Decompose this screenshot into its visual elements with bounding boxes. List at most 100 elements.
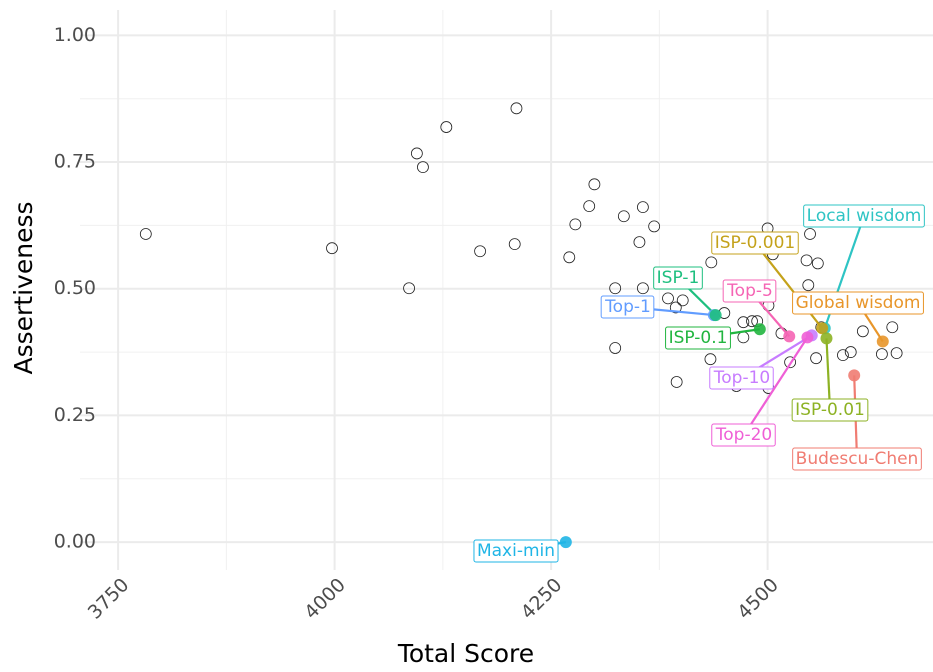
point <box>510 102 523 115</box>
point <box>876 348 888 361</box>
x-tick-label: 4500 <box>733 574 783 624</box>
point <box>802 279 815 292</box>
y-axis-title: Assertiveness <box>9 201 38 374</box>
label-text: ISP-0.1 <box>669 328 728 348</box>
point-label: Top-20 <box>711 423 776 447</box>
point <box>844 346 857 358</box>
x-axis-title: Total Score <box>397 639 534 668</box>
point-label: ISP-1 <box>653 266 703 290</box>
y-tick-label: 1.00 <box>54 24 96 46</box>
point <box>856 325 869 338</box>
labeled-point <box>709 309 722 322</box>
point-label: ISP-0.001 <box>711 231 799 255</box>
point-label: Global wisdom <box>792 291 924 315</box>
label-box <box>711 231 799 255</box>
point <box>746 315 758 328</box>
point <box>617 210 630 223</box>
point <box>704 353 717 366</box>
point <box>890 347 903 359</box>
point <box>440 121 453 133</box>
label-text: Maxi-min <box>477 541 555 561</box>
label-box <box>711 423 776 447</box>
point <box>662 292 674 305</box>
leader-line <box>825 338 832 411</box>
label-box <box>803 204 925 228</box>
labeled-point <box>876 335 889 348</box>
point <box>800 254 813 267</box>
point <box>583 200 596 213</box>
point <box>417 161 429 174</box>
leader-lines <box>515 215 884 553</box>
point <box>563 251 576 264</box>
point <box>588 178 601 191</box>
labels: Maxi-min Top-1 ISP-1 ISP-0.1 Top-5 Top-10 Top-… <box>473 204 925 563</box>
point <box>804 228 816 240</box>
labeled-point <box>801 331 814 344</box>
x-tick-label: 3750 <box>84 574 134 624</box>
point-label: Top-10 <box>709 366 774 390</box>
y-tick-label: 0.75 <box>54 151 96 173</box>
point <box>410 147 423 160</box>
label-box <box>791 398 869 422</box>
label-box <box>792 291 924 315</box>
labeled-point <box>559 536 572 549</box>
label-text: Budescu-Chen <box>796 449 919 469</box>
point <box>609 282 622 295</box>
point <box>670 376 683 388</box>
label-box <box>792 447 922 471</box>
point-label: Budescu-Chen <box>792 447 922 471</box>
label-text: ISP-0.001 <box>715 233 795 253</box>
leader-line <box>743 336 809 436</box>
label-text: ISP-0.01 <box>795 400 865 420</box>
point <box>648 220 661 233</box>
label-box <box>665 326 731 350</box>
label-box <box>600 295 655 319</box>
point <box>326 242 338 255</box>
point <box>810 352 822 365</box>
label-box <box>709 366 774 390</box>
y-tick-label: 0.50 <box>54 277 96 299</box>
point <box>609 342 622 354</box>
point-label: Top-5 <box>722 279 777 303</box>
point <box>636 201 649 214</box>
point <box>569 218 582 231</box>
label-text: Global wisdom <box>796 293 921 313</box>
point-label: ISP-0.01 <box>791 398 869 422</box>
point-label: Maxi-min <box>473 539 559 563</box>
point <box>669 301 682 314</box>
labeled-point <box>816 322 829 335</box>
point <box>139 228 152 240</box>
label-text: Top-10 <box>713 368 770 388</box>
point <box>886 321 899 334</box>
point <box>737 316 750 329</box>
y-tick-label: 0.25 <box>54 404 96 426</box>
point <box>737 331 750 344</box>
x-tick-label: 4000 <box>300 574 350 624</box>
point <box>811 257 824 270</box>
point-label: Local wisdom <box>803 204 925 228</box>
label-text: Local wisdom <box>807 206 922 226</box>
x-tick-label: 4250 <box>517 574 567 624</box>
label-text: Top-5 <box>726 281 773 301</box>
labeled-points <box>559 309 889 549</box>
point <box>636 282 649 295</box>
labeled-point <box>783 330 796 343</box>
point <box>633 236 646 249</box>
label-box <box>722 279 777 303</box>
point-label: ISP-0.1 <box>665 326 731 350</box>
point <box>508 238 521 251</box>
labeled-point <box>820 332 833 345</box>
label-text: Top-1 <box>604 297 651 317</box>
point <box>676 294 689 307</box>
y-tick-label: 0.00 <box>54 531 96 553</box>
point <box>403 282 415 295</box>
point <box>784 356 797 369</box>
point <box>705 256 718 269</box>
label-text: Top-20 <box>715 425 772 445</box>
labeled-point <box>753 323 766 336</box>
label-box <box>653 266 703 290</box>
label-box <box>473 539 559 563</box>
labeled-point <box>848 369 861 382</box>
point <box>837 349 849 362</box>
